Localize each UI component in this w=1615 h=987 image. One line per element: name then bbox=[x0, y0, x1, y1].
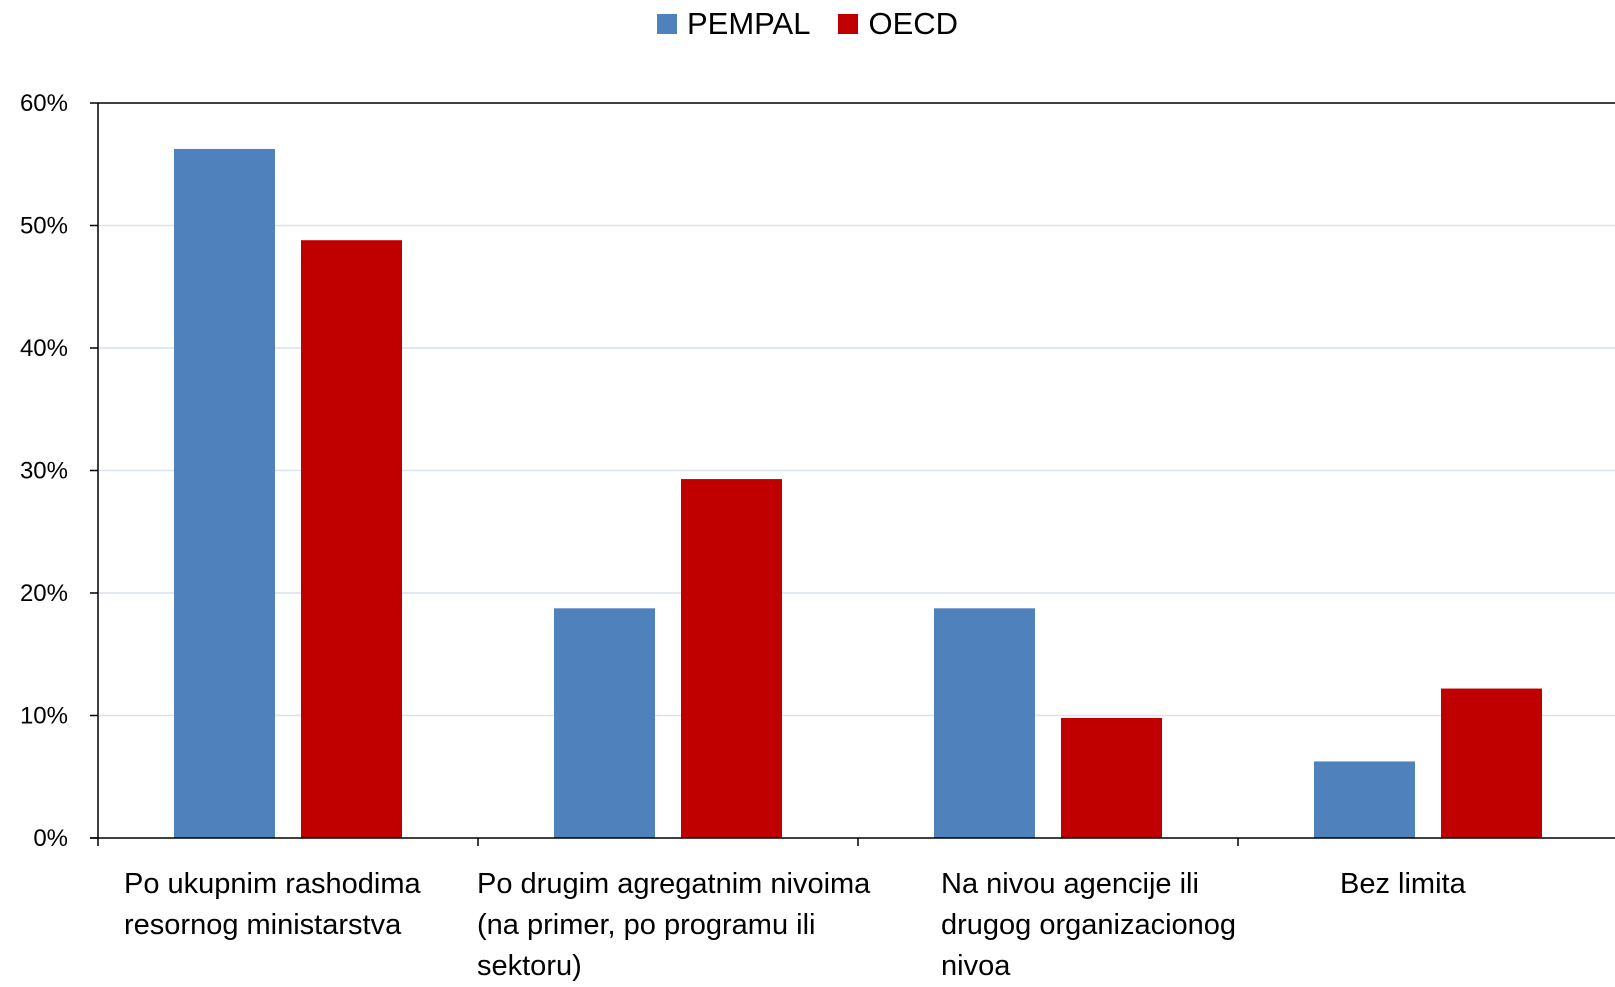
y-tick-label: 60% bbox=[20, 90, 68, 117]
y-tick-label: 10% bbox=[20, 703, 68, 730]
legend: PEMPAL OECD bbox=[0, 2, 1615, 46]
legend-swatch-pempal bbox=[656, 14, 677, 34]
bar-pempal bbox=[554, 608, 655, 838]
legend-label-pempal: PEMPAL bbox=[686, 6, 811, 41]
bar-oecd bbox=[301, 240, 402, 838]
bar-oecd bbox=[1441, 688, 1542, 838]
legend-item-oecd: OECD bbox=[838, 2, 958, 46]
bar-pempal bbox=[934, 608, 1035, 838]
y-tick-label: 50% bbox=[20, 213, 68, 240]
category-label: Bez limita bbox=[1340, 868, 1466, 900]
bar-pempal bbox=[174, 148, 275, 838]
y-tick-label: 20% bbox=[20, 580, 68, 607]
legend-item-pempal: PEMPAL bbox=[656, 2, 811, 46]
y-tick-label: 0% bbox=[33, 825, 68, 852]
bar-oecd bbox=[1061, 717, 1162, 838]
bar-oecd bbox=[681, 479, 782, 838]
category-label: Po drugim agregatnim nivoima (na primer,… bbox=[477, 868, 871, 982]
category-label: Po ukupnim rashodima resornog ministarst… bbox=[124, 868, 421, 941]
y-tick-label: 40% bbox=[20, 335, 68, 362]
category-label: Na nivou agencije ili drugog organizacio… bbox=[941, 868, 1237, 982]
bar-pempal bbox=[1314, 761, 1415, 838]
y-tick-label: 30% bbox=[20, 458, 68, 485]
legend-swatch-oecd bbox=[838, 14, 859, 34]
legend-label-oecd: OECD bbox=[868, 6, 959, 41]
